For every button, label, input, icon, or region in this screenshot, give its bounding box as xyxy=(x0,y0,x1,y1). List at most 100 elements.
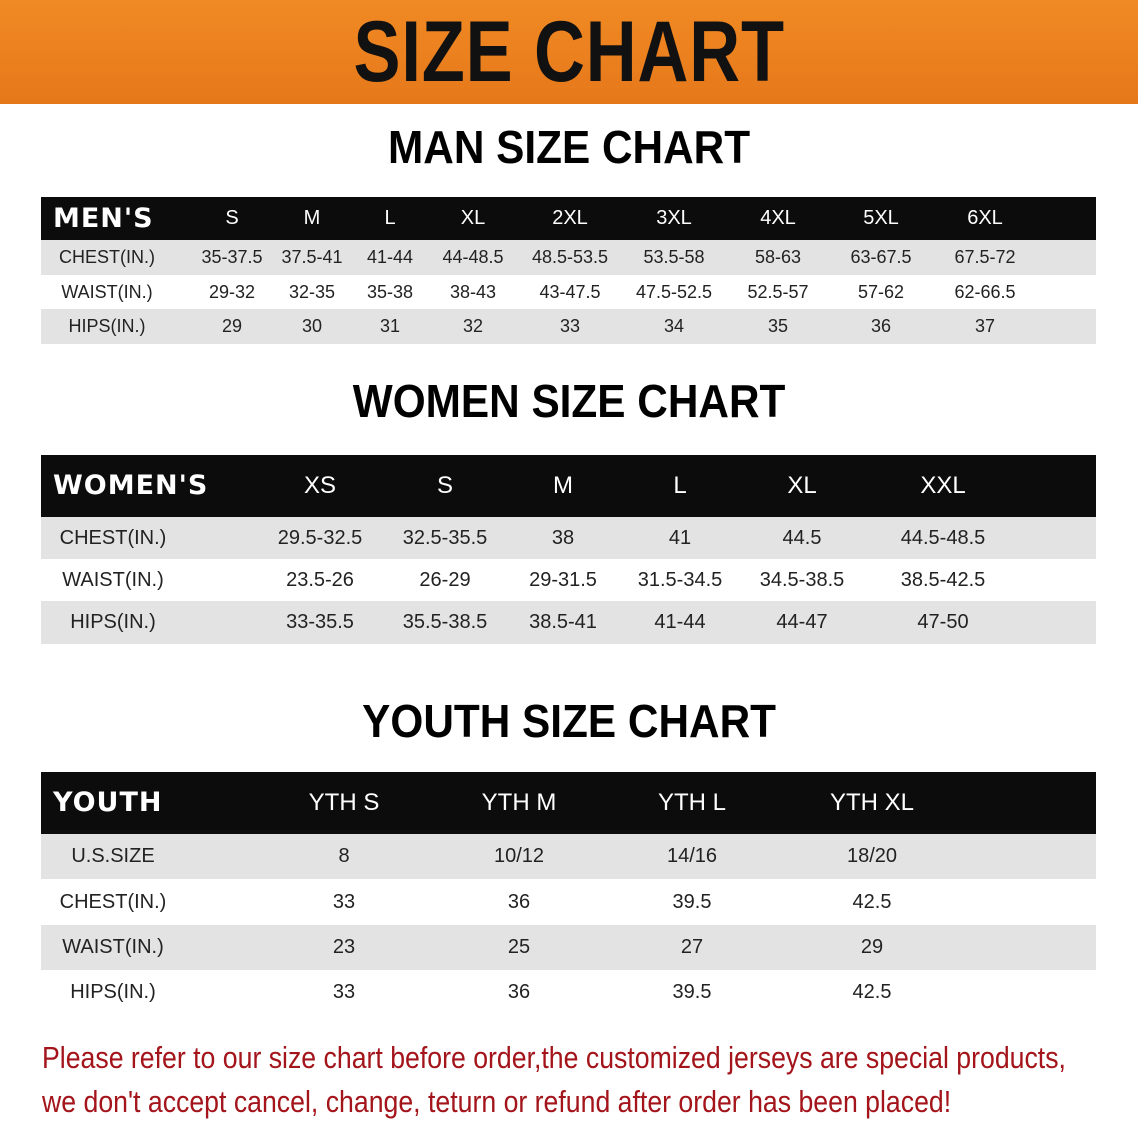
table-cell: 35.5-38.5 xyxy=(402,611,488,633)
size-column-header: 5XL xyxy=(863,207,899,229)
table-cell: 42.5 xyxy=(852,891,892,913)
table-cell: 26-29 xyxy=(419,569,471,591)
table-cell: 35-37.5 xyxy=(201,247,263,267)
table-cell: 36 xyxy=(507,981,531,1003)
row-label: WAIST(IN.) xyxy=(61,282,153,302)
row-label: HIPS(IN.) xyxy=(68,316,146,336)
table-row: WAIST(IN.) 23.5-26 26-29 29-31.5 31.5-34.5 34… xyxy=(41,559,1096,601)
notice-line-1: Please refer to our size chart before or… xyxy=(42,1040,1066,1075)
table-cell: 38.5-42.5 xyxy=(900,569,986,591)
row-label: U.S.SIZE xyxy=(71,845,155,867)
size-column-header: 4XL xyxy=(760,207,796,229)
row-label: WAIST(IN.) xyxy=(62,569,164,591)
size-column-header: XL xyxy=(460,207,486,229)
table-cell: 44.5-48.5 xyxy=(900,527,986,549)
table-cell: 52.5-57 xyxy=(747,282,809,302)
table-cell: 23.5-26 xyxy=(286,569,354,591)
table-cell: 47-50 xyxy=(917,611,969,633)
size-column-header: 2XL xyxy=(552,207,588,229)
table-cell: 43-47.5 xyxy=(539,282,601,302)
row-label: HIPS(IN.) xyxy=(70,611,156,633)
youth-size-table: YOUTH YTH S YTH M YTH L YTH XL U.S.SIZE 8 10/12… xyxy=(41,772,1096,1015)
size-column-header: L xyxy=(673,472,687,499)
size-column-header: YTH M xyxy=(481,789,557,816)
table-header-row: WOMEN'S XS S M L XL XXL xyxy=(41,455,1096,517)
table-cell: 41-44 xyxy=(366,247,414,267)
table-cell: 35 xyxy=(767,316,789,336)
table-cell: 25 xyxy=(507,936,531,958)
table-cell: 44-47 xyxy=(776,611,828,633)
size-column-header: YTH L xyxy=(657,789,727,816)
table-row: WAIST(IN.) 23 25 27 29 xyxy=(41,925,1096,970)
size-column-header: XS xyxy=(303,472,337,499)
size-column-header: L xyxy=(384,207,396,229)
table-cell: 38 xyxy=(551,527,575,549)
table-row: CHEST(IN.) 35-37.5 37.5-41 41-44 44-48.5 48.5… xyxy=(41,240,1096,275)
size-column-header: M xyxy=(303,207,321,229)
table-header-row: YOUTH YTH S YTH M YTH L YTH XL xyxy=(41,772,1096,834)
table-cell: 44-48.5 xyxy=(442,247,504,267)
table-cell: 29.5-32.5 xyxy=(277,527,363,549)
table-cell: 32.5-35.5 xyxy=(402,527,488,549)
size-column-header: XL xyxy=(787,472,817,499)
table-cell: 48.5-53.5 xyxy=(531,247,609,267)
header-label: WOMEN'S xyxy=(53,470,209,501)
table-cell: 32-35 xyxy=(288,282,336,302)
table-cell: 39.5 xyxy=(672,891,712,913)
table-cell: 14/16 xyxy=(666,845,718,867)
table-row: CHEST(IN.) 33 36 39.5 42.5 xyxy=(41,879,1096,925)
row-label: HIPS(IN.) xyxy=(70,981,156,1003)
table-cell: 57-62 xyxy=(857,282,905,302)
table-row: HIPS(IN.) 29 30 31 32 33 34 35 36 37 xyxy=(41,309,1096,344)
page-title: SIZE CHART xyxy=(353,4,785,100)
table-cell: 29-31.5 xyxy=(529,569,597,591)
table-cell: 67.5-72 xyxy=(954,247,1016,267)
table-cell: 18/20 xyxy=(846,845,898,867)
table-cell: 33-35.5 xyxy=(286,611,354,633)
table-cell: 29 xyxy=(860,936,884,958)
table-cell: 34.5-38.5 xyxy=(759,569,845,591)
table-header-row: MEN'S S M L XL 2XL 3XL 4XL 5XL 6XL xyxy=(41,197,1096,240)
table-cell: 41-44 xyxy=(654,611,706,633)
table-cell: 41 xyxy=(668,527,692,549)
table-cell: 38-43 xyxy=(449,282,497,302)
table-cell: 37 xyxy=(974,316,996,336)
table-cell: 38.5-41 xyxy=(529,611,597,633)
women-size-table: WOMEN'S XS S M L XL XXL CHEST(IN.) 29.5-32.5 32.5… xyxy=(41,455,1096,644)
table-cell: 63-67.5 xyxy=(850,247,912,267)
table-cell: 29 xyxy=(221,316,243,336)
size-column-header: YTH XL xyxy=(829,789,915,816)
row-label: WAIST(IN.) xyxy=(62,936,164,958)
table-cell: 36 xyxy=(870,316,892,336)
title-banner: SIZE CHART xyxy=(0,0,1138,104)
table-cell: 34 xyxy=(663,316,685,336)
table-cell: 31.5-34.5 xyxy=(637,569,723,591)
table-cell: 33 xyxy=(559,316,581,336)
size-column-header: 6XL xyxy=(967,207,1003,229)
table-cell: 58-63 xyxy=(754,247,802,267)
size-column-header: 3XL xyxy=(656,207,692,229)
table-cell: 33 xyxy=(332,981,356,1003)
table-cell: 47.5-52.5 xyxy=(635,282,713,302)
table-cell: 37.5-41 xyxy=(281,247,343,267)
men-size-table: MEN'S S M L XL 2XL 3XL 4XL 5XL 6XL CHEST(IN.) 35-37… xyxy=(41,197,1096,345)
table-cell: 31 xyxy=(379,316,401,336)
table-cell: 29-32 xyxy=(208,282,256,302)
table-cell: 42.5 xyxy=(852,981,892,1003)
size-column-header: S xyxy=(225,207,239,229)
table-cell: 62-66.5 xyxy=(954,282,1016,302)
table-cell: 27 xyxy=(680,936,704,958)
row-label: CHEST(IN.) xyxy=(59,527,167,549)
header-label: MEN'S xyxy=(53,203,154,234)
size-column-header: S xyxy=(436,472,454,499)
table-cell: 44.5 xyxy=(782,527,822,549)
table-cell: 35-38 xyxy=(366,282,414,302)
notice-line-2: we don't accept cancel, change, teturn o… xyxy=(42,1084,952,1119)
row-label: CHEST(IN.) xyxy=(59,247,155,267)
table-row: HIPS(IN.) 33 36 39.5 42.5 xyxy=(41,970,1096,1015)
table-row: U.S.SIZE 8 10/12 14/16 18/20 xyxy=(41,834,1096,879)
table-cell: 36 xyxy=(507,891,531,913)
table-row: WAIST(IN.) 29-32 32-35 35-38 38-43 43-47.5 47.… xyxy=(41,275,1096,309)
table-cell: 23 xyxy=(332,936,356,958)
size-column-header: M xyxy=(553,472,573,499)
